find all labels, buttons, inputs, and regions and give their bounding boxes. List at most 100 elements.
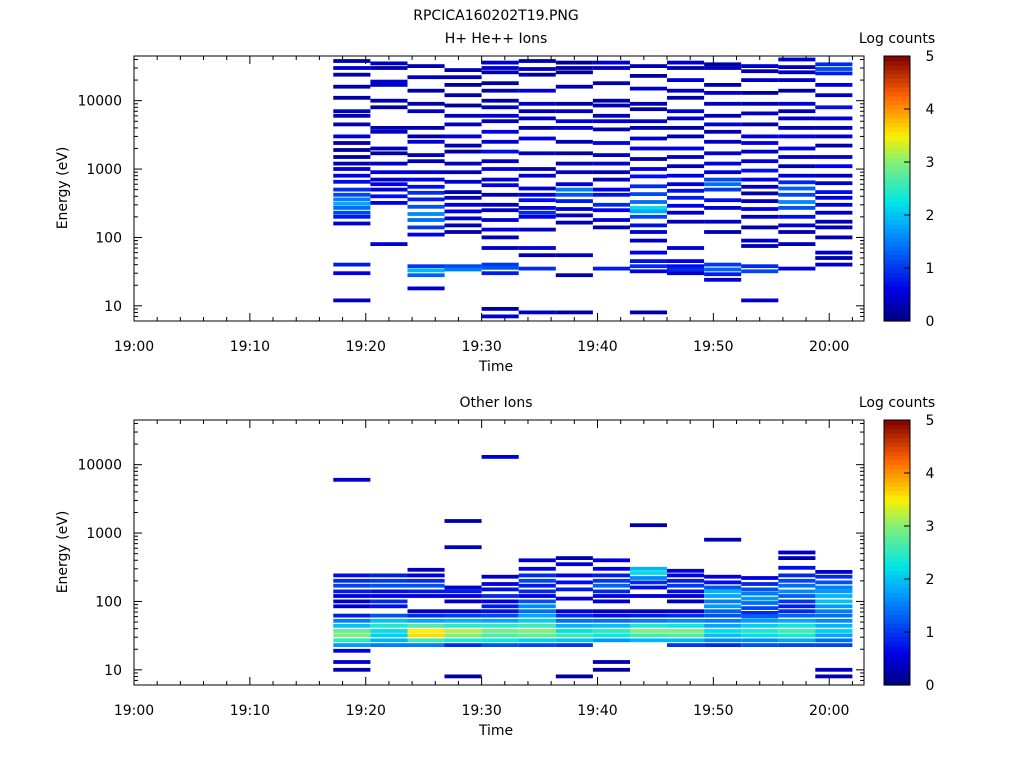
colorbar-swatch	[884, 64, 910, 70]
heatmap-cell	[778, 266, 816, 271]
heatmap-cell	[629, 623, 667, 628]
heatmap-cell	[667, 109, 705, 114]
heatmap-cell	[370, 573, 408, 578]
heatmap-cell	[481, 81, 519, 86]
y-axis: 10 100 1000 10000	[77, 58, 864, 322]
colorbar-swatch	[884, 109, 910, 115]
heatmap-cell	[815, 667, 853, 672]
heatmap-cell	[555, 253, 593, 258]
heatmap-cell	[333, 161, 371, 166]
heatmap-cell	[704, 638, 742, 643]
heatmap-cell	[778, 164, 816, 169]
heatmap-cell	[815, 618, 853, 623]
heatmap-cell	[741, 207, 779, 211]
heatmap-cell	[481, 599, 519, 604]
heatmap-cell	[629, 566, 667, 571]
heatmap-cell	[815, 126, 853, 130]
heatmap-cell	[407, 573, 445, 578]
heatmap-cell	[444, 230, 482, 234]
x-tick-label: 19:40	[577, 339, 617, 355]
heatmap-cell	[704, 198, 742, 203]
heatmap-cell	[481, 113, 519, 118]
panel-title: Other Ions	[459, 395, 532, 411]
heatmap-cell	[555, 60, 593, 65]
heatmap-cell	[778, 134, 816, 139]
heatmap-cell	[370, 129, 408, 134]
heatmap-cell	[407, 583, 445, 588]
colorbar-swatch	[884, 259, 910, 265]
heatmap-cell	[333, 179, 371, 184]
heatmap-cell	[555, 187, 593, 192]
heatmap-cell	[741, 69, 779, 74]
heatmap-cell	[444, 267, 482, 272]
heatmap-cell	[592, 81, 630, 86]
heatmap-cell	[629, 146, 667, 151]
heatmap-cell	[444, 68, 482, 72]
heatmap-cells	[333, 455, 853, 679]
heatmap-cell	[333, 214, 371, 219]
heatmap-cell	[778, 578, 816, 583]
heatmap-cell	[629, 580, 667, 585]
colorbar-swatch	[884, 671, 910, 677]
colorbar-swatch	[884, 241, 910, 247]
heatmap-cell	[518, 629, 556, 633]
heatmap-cell	[667, 210, 705, 215]
heatmap-cell	[370, 604, 408, 609]
heatmap-cell	[592, 202, 630, 207]
colorbar-swatch	[884, 424, 910, 430]
heatmap-cell	[815, 225, 853, 230]
heatmap-cell	[370, 633, 408, 638]
heatmap-cell	[444, 589, 482, 594]
colorbar-swatch	[884, 78, 910, 84]
heatmap-cell	[741, 78, 779, 82]
heatmap-cell	[555, 587, 593, 592]
heatmap-cell	[704, 618, 742, 623]
heatmap-cell	[592, 618, 630, 623]
heatmap-cell	[518, 67, 556, 71]
heatmap-cell	[370, 242, 408, 246]
heatmap-cell	[481, 60, 519, 65]
heatmap-cell	[444, 75, 482, 80]
colorbar-swatch	[884, 223, 910, 229]
heatmap-cell	[481, 105, 519, 110]
colorbar-swatch	[884, 534, 910, 540]
colorbar-swatch	[884, 91, 910, 97]
heatmap-cell	[629, 126, 667, 130]
heatmap-cell	[667, 573, 705, 578]
heatmap-cell	[444, 594, 482, 598]
heatmap-cell	[518, 638, 556, 643]
colorbar-swatch	[884, 281, 910, 287]
heatmap-cell	[629, 192, 667, 196]
colorbar: 0 1 2 3 4 5	[883, 49, 935, 330]
colorbar-swatch	[884, 587, 910, 593]
heatmap-cell	[629, 136, 667, 141]
colorbar-swatch	[884, 596, 910, 602]
colorbar-label: Log counts	[859, 395, 935, 411]
colorbar-swatch	[884, 290, 910, 296]
heatmap-cell	[333, 629, 371, 633]
x-tick-label: 20:00	[809, 703, 849, 719]
colorbar-swatch	[884, 122, 910, 128]
colorbar-swatch	[884, 263, 910, 269]
heatmap-cell	[518, 589, 556, 594]
heatmap-cell	[815, 67, 853, 71]
heatmap-cell	[444, 113, 482, 118]
colorbar-swatch	[884, 654, 910, 660]
x-tick-label: 19:40	[577, 703, 617, 719]
y-tick-label: 100	[95, 594, 122, 610]
heatmap-cell	[555, 207, 593, 211]
colorbar-swatch	[884, 175, 910, 181]
heatmap-cell	[407, 153, 445, 157]
heatmap-cell	[481, 582, 519, 586]
heatmap-cell	[333, 578, 371, 583]
heatmap-cell	[815, 629, 853, 633]
heatmap-cell	[592, 623, 630, 628]
heatmap-cell	[667, 126, 705, 130]
colorbar-swatch	[884, 486, 910, 492]
heatmap-cell	[667, 613, 705, 618]
colorbar-swatch	[884, 420, 910, 426]
heatmap-cell	[555, 633, 593, 638]
heatmap-cell	[815, 93, 853, 98]
heatmap-cell	[815, 219, 853, 224]
colorbar-swatch	[884, 210, 910, 216]
